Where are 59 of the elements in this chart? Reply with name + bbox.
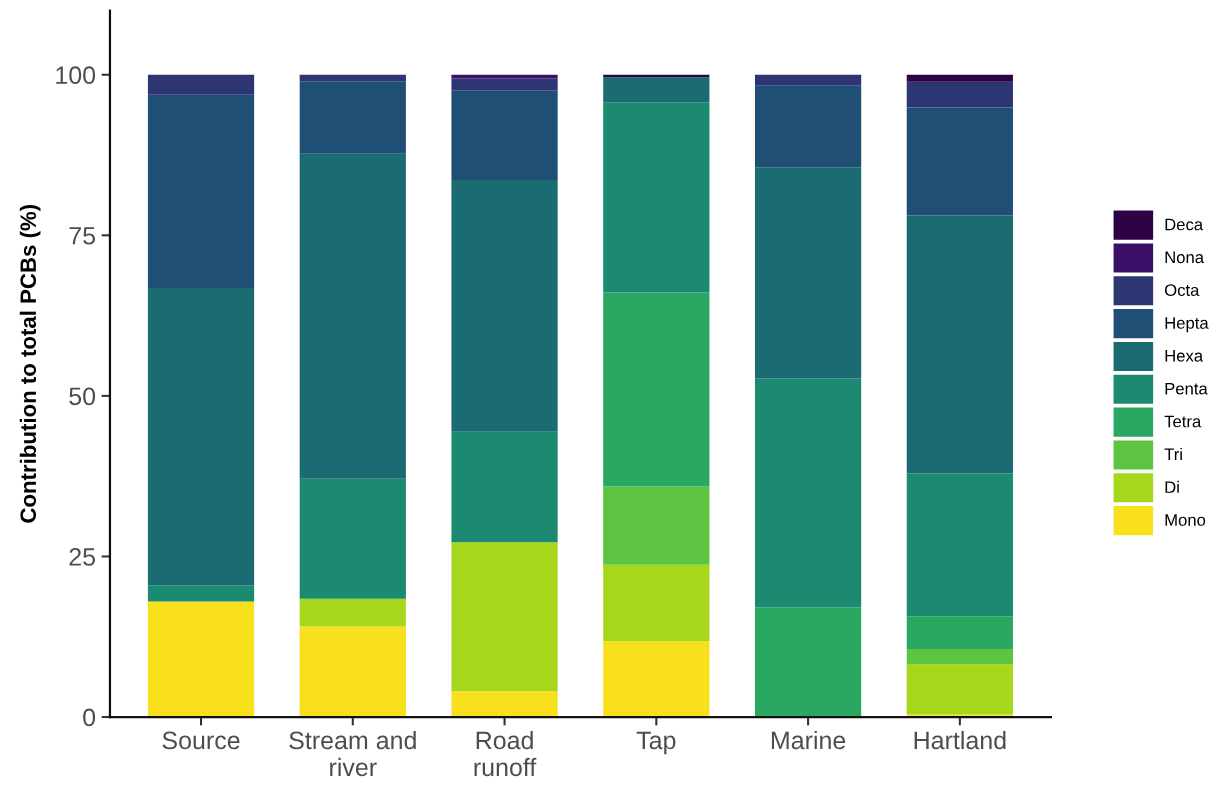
legend-label: Hepta	[1165, 317, 1209, 333]
bar	[451, 74, 558, 79]
x-tick-label: Tap	[636, 731, 676, 755]
x-tick-label: Stream and river	[289, 730, 416, 777]
bar	[451, 180, 558, 432]
y-tick-label: 25	[69, 548, 96, 566]
x-tick-label: Source	[162, 731, 240, 750]
bar	[147, 601, 255, 718]
bar	[754, 74, 862, 86]
bar	[906, 648, 1013, 665]
bar	[906, 473, 1013, 617]
bar	[754, 85, 862, 168]
bar	[299, 478, 406, 599]
legend-label: Mono	[1165, 514, 1206, 526]
bar	[906, 664, 1013, 715]
bar	[906, 616, 1013, 649]
bar	[451, 90, 558, 181]
bar	[603, 564, 710, 642]
legend-label: Deca	[1165, 218, 1204, 231]
bar	[906, 74, 1013, 82]
bar	[451, 542, 558, 692]
bar	[451, 691, 558, 718]
x-tick-label: Marine	[771, 730, 846, 750]
bar	[299, 81, 406, 154]
legend-label: Tri	[1164, 447, 1182, 461]
bar	[603, 77, 710, 103]
bar	[754, 378, 862, 608]
bar	[299, 74, 406, 82]
legend-label: Hexa	[1165, 350, 1204, 362]
bar	[906, 107, 1013, 216]
y-tick-label: 100	[56, 66, 96, 85]
legend-label: Tetra	[1164, 415, 1202, 428]
bar	[299, 626, 406, 718]
bar	[147, 94, 255, 288]
bar	[603, 292, 710, 487]
bar	[147, 74, 255, 95]
legend-label: Penta	[1165, 382, 1208, 395]
legend-label: Octa	[1164, 284, 1200, 297]
bar	[299, 598, 406, 627]
bar	[299, 153, 406, 479]
y-axis-title: Contribution to total PCBs (%)	[19, 205, 41, 523]
bar	[603, 102, 710, 293]
bar	[147, 287, 255, 586]
bar	[754, 607, 862, 718]
bar	[906, 215, 1013, 474]
y-tick-label: 75	[69, 227, 96, 245]
bar	[451, 78, 558, 91]
bar	[754, 167, 862, 379]
bar	[451, 431, 558, 543]
y-tick-label: 0	[83, 708, 96, 727]
legend-label: Di	[1165, 480, 1179, 493]
bar	[147, 585, 255, 602]
y-tick-label: 50	[69, 387, 96, 406]
x-tick-label: Road runoff	[474, 730, 537, 777]
legend-label: Nona	[1165, 251, 1205, 264]
bar	[603, 641, 710, 718]
bar	[906, 81, 1013, 108]
bar	[603, 486, 710, 565]
x-tick-label: Hartland	[914, 730, 1006, 750]
